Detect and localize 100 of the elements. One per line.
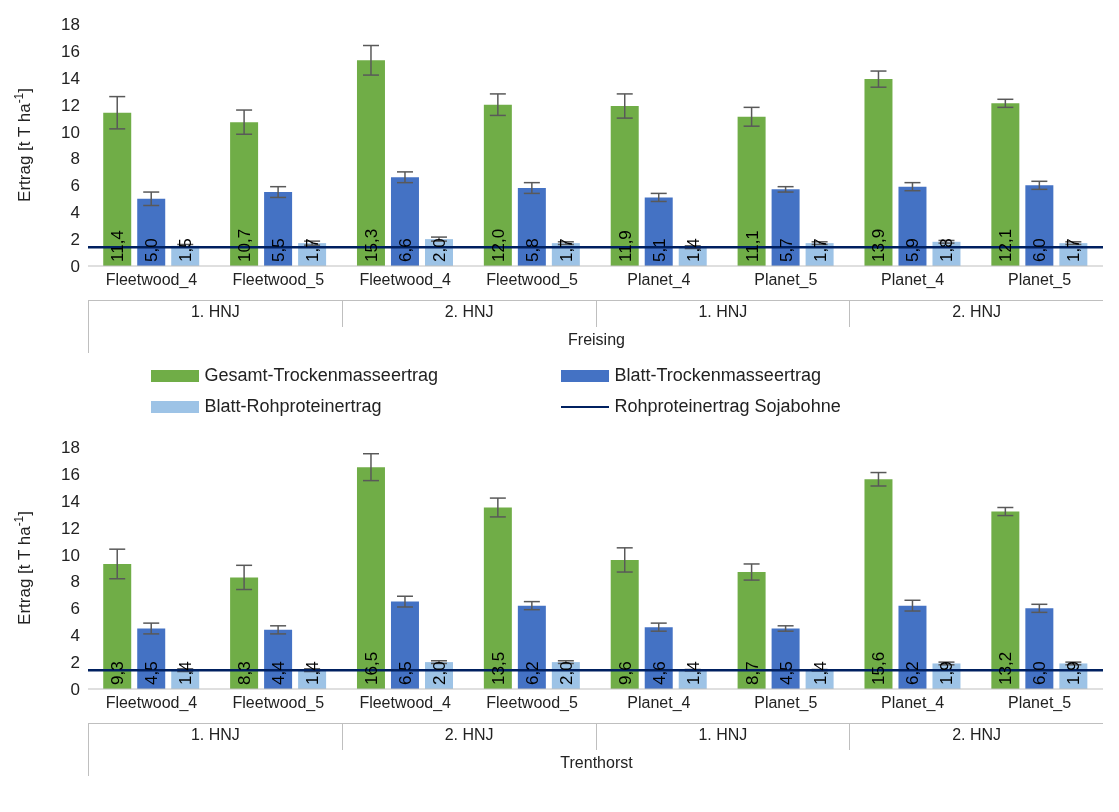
bar bbox=[644, 627, 673, 689]
data-label: 4,5 bbox=[142, 661, 162, 685]
y-tick-label: 12 bbox=[61, 95, 80, 115]
data-label: 1,5 bbox=[176, 238, 196, 262]
bar bbox=[898, 186, 927, 266]
bar bbox=[483, 104, 512, 266]
x-tick-label: Planet_5 bbox=[754, 694, 818, 713]
data-label: 5,1 bbox=[649, 238, 669, 262]
bar bbox=[137, 198, 166, 266]
y-tick-label: 14 bbox=[61, 491, 80, 511]
y-tick-label: 2 bbox=[70, 653, 80, 673]
bar bbox=[864, 79, 893, 266]
data-label: 12,1 bbox=[996, 228, 1016, 262]
x-tick-label: Fleetwood_5 bbox=[232, 694, 325, 713]
y-tick-label: 18 bbox=[61, 15, 80, 35]
data-label: 11,1 bbox=[742, 230, 762, 262]
data-label: 2,0 bbox=[556, 661, 576, 685]
bar bbox=[264, 192, 293, 266]
data-label: 16,5 bbox=[361, 651, 381, 685]
data-label: 12,0 bbox=[488, 228, 508, 262]
bar bbox=[610, 106, 639, 266]
bar bbox=[771, 189, 800, 266]
y-tick-label: 18 bbox=[61, 438, 80, 458]
data-label: 4,5 bbox=[776, 661, 796, 685]
data-label: 15,3 bbox=[361, 228, 381, 262]
x-tick-label: Fleetwood_4 bbox=[105, 271, 198, 290]
data-label: 5,8 bbox=[522, 238, 542, 262]
bar bbox=[356, 467, 385, 689]
bar bbox=[230, 577, 259, 689]
data-label: 8,7 bbox=[742, 661, 762, 685]
bar bbox=[483, 507, 512, 689]
bar bbox=[517, 605, 546, 689]
y-tick-label: 10 bbox=[61, 122, 80, 142]
bar bbox=[610, 559, 639, 689]
text: 1. HNJ bbox=[595, 724, 850, 750]
x-tick-label: Fleetwood_5 bbox=[232, 271, 325, 290]
data-label: 9,6 bbox=[615, 661, 635, 685]
data-label: 1,7 bbox=[303, 238, 323, 262]
data-label: 1,4 bbox=[176, 661, 196, 685]
y-tick-label: 16 bbox=[61, 464, 80, 484]
x-tick-label: Planet_4 bbox=[627, 694, 691, 713]
data-label: 11,9 bbox=[615, 230, 635, 262]
data-label: 4,4 bbox=[269, 661, 289, 685]
legend-label: Rohproteinertrag Sojabohne bbox=[614, 396, 841, 417]
data-label: 6,2 bbox=[903, 661, 923, 685]
text: 2. HNJ bbox=[849, 724, 1103, 750]
data-label: 6,0 bbox=[1030, 238, 1050, 262]
data-label: 6,5 bbox=[395, 661, 415, 685]
data-label: 10,7 bbox=[235, 228, 255, 262]
legend-label: Blatt-Rohproteinertrag bbox=[204, 396, 382, 417]
data-label: 6,0 bbox=[1030, 661, 1050, 685]
x-tick-label: Planet_5 bbox=[754, 271, 818, 290]
data-label: 1,9 bbox=[1064, 661, 1084, 685]
bar bbox=[1025, 185, 1054, 266]
data-label: 1,8 bbox=[937, 238, 957, 262]
x-tick-label: Planet_5 bbox=[1007, 694, 1072, 713]
data-label: 1,9 bbox=[937, 661, 957, 685]
bar bbox=[103, 112, 132, 266]
bar bbox=[991, 103, 1020, 266]
y-tick-label: 0 bbox=[70, 680, 80, 700]
data-label: 11,4 bbox=[108, 230, 128, 262]
y-tick-label: 6 bbox=[70, 599, 80, 619]
legend-label: Blatt-Trockenmasseertrag bbox=[614, 365, 821, 386]
text: 2. HNJ bbox=[341, 301, 596, 327]
x-axis-title: Freising bbox=[88, 327, 1104, 353]
data-label: 2,0 bbox=[429, 238, 449, 262]
data-label: 6,6 bbox=[395, 238, 415, 262]
y-tick-label: 12 bbox=[61, 518, 80, 538]
y-tick-label: 4 bbox=[70, 203, 80, 223]
data-label: 13,9 bbox=[869, 228, 889, 262]
x-tick-label: Fleetwood_4 bbox=[359, 271, 452, 290]
x-tick-label: Fleetwood_4 bbox=[359, 694, 452, 713]
data-label: 5,7 bbox=[776, 238, 796, 262]
data-label: 5,9 bbox=[903, 238, 923, 262]
x-tick-label: Fleetwood_5 bbox=[486, 271, 578, 290]
x-axis-title: Trenthorst bbox=[88, 750, 1104, 776]
data-label: 13,5 bbox=[488, 651, 508, 685]
bar bbox=[230, 122, 259, 266]
bar bbox=[898, 605, 927, 689]
y-tick-label: 2 bbox=[70, 230, 80, 250]
y-tick-label: 4 bbox=[70, 626, 80, 646]
data-label: 9,3 bbox=[108, 661, 128, 685]
bar bbox=[737, 116, 766, 266]
y-tick-label: 8 bbox=[70, 572, 80, 592]
data-label: 5,0 bbox=[142, 238, 162, 262]
bar bbox=[737, 572, 766, 689]
y-tick-label: 14 bbox=[61, 68, 80, 88]
text: 2. HNJ bbox=[341, 724, 596, 750]
data-label: 8,3 bbox=[235, 661, 255, 685]
bar bbox=[991, 511, 1020, 689]
text: 2. HNJ bbox=[849, 301, 1103, 327]
data-label: 6,2 bbox=[522, 661, 542, 685]
x-tick-label: Planet_4 bbox=[881, 694, 945, 713]
bar bbox=[103, 563, 132, 689]
y-tick-label: 16 bbox=[61, 41, 80, 61]
x-tick-label: Fleetwood_5 bbox=[486, 694, 578, 713]
data-label: 1,4 bbox=[683, 661, 703, 685]
data-label: 4,6 bbox=[649, 661, 669, 685]
x-tick-label: Planet_5 bbox=[1007, 271, 1072, 290]
data-label: 1,4 bbox=[303, 661, 323, 685]
